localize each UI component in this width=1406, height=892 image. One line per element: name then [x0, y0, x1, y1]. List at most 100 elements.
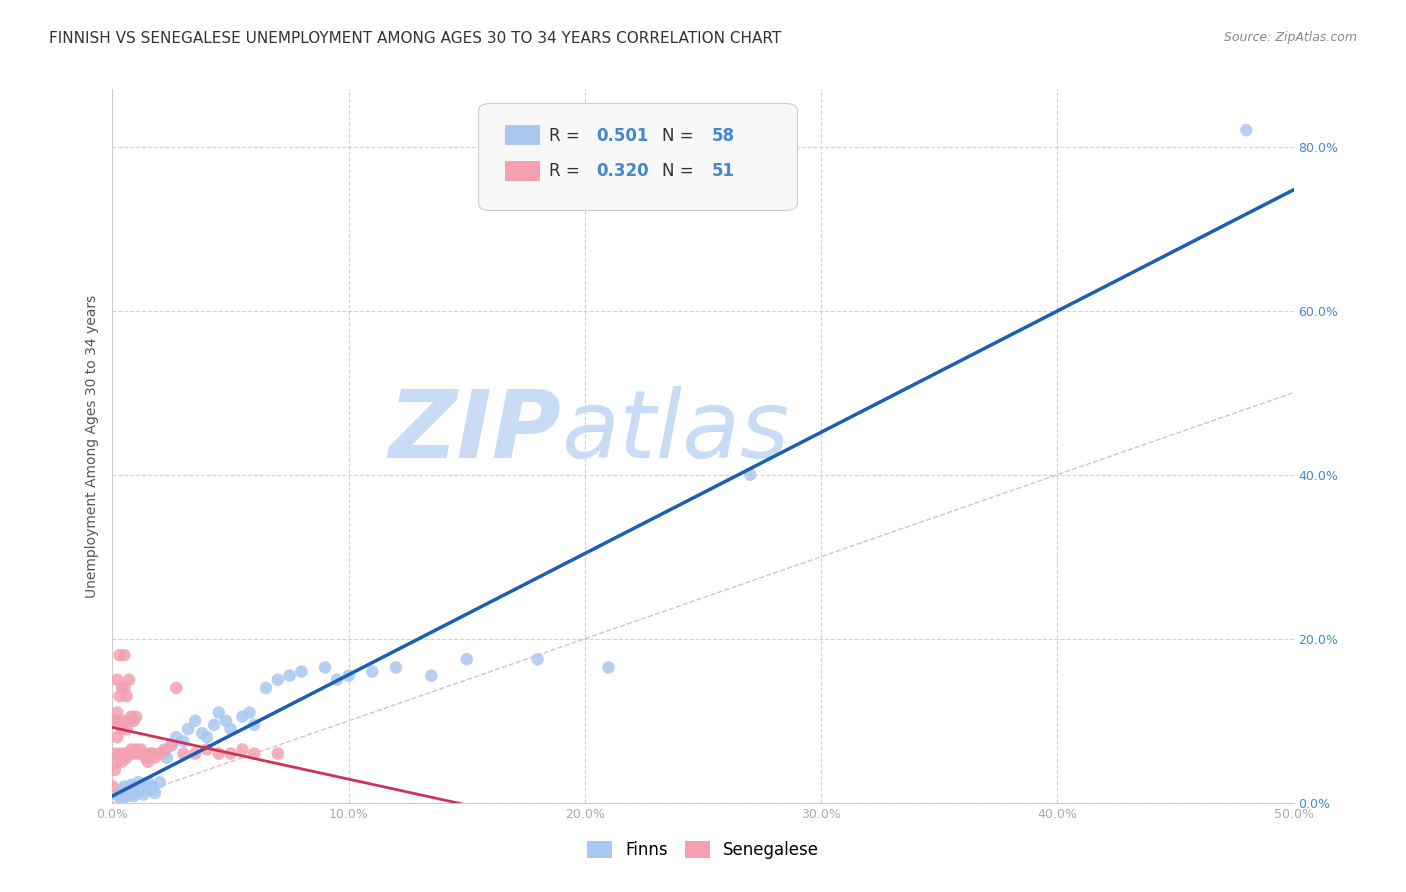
- Point: [132, 788, 155, 802]
- Point: [314, 660, 336, 674]
- Point: [122, 714, 145, 728]
- Point: [160, 739, 183, 753]
- Text: atlas: atlas: [561, 386, 790, 477]
- Point: [165, 681, 187, 695]
- Text: ZIP: ZIP: [388, 385, 561, 478]
- Point: [111, 755, 134, 769]
- Point: [118, 786, 141, 800]
- Point: [139, 747, 162, 761]
- Point: [149, 775, 172, 789]
- Point: [125, 780, 148, 794]
- Point: [598, 660, 620, 674]
- Text: R =: R =: [550, 162, 585, 180]
- Point: [135, 780, 157, 795]
- Point: [361, 665, 384, 679]
- Point: [111, 783, 134, 797]
- Point: [111, 722, 134, 736]
- Point: [118, 714, 141, 728]
- Point: [740, 467, 762, 482]
- Point: [267, 673, 290, 687]
- Point: [172, 747, 194, 761]
- Point: [108, 789, 131, 804]
- Point: [156, 750, 179, 764]
- Point: [191, 726, 214, 740]
- Point: [118, 673, 141, 687]
- Point: [112, 780, 135, 794]
- Point: [127, 747, 149, 761]
- Point: [105, 673, 128, 687]
- Point: [122, 747, 145, 761]
- Point: [326, 673, 349, 687]
- Point: [105, 730, 128, 744]
- Point: [112, 648, 135, 662]
- Point: [111, 681, 134, 695]
- Point: [125, 742, 148, 756]
- Point: [112, 747, 135, 761]
- Point: [231, 709, 253, 723]
- Point: [129, 742, 152, 756]
- Point: [112, 681, 135, 695]
- Text: 58: 58: [711, 127, 734, 145]
- Point: [143, 786, 166, 800]
- Point: [172, 734, 194, 748]
- Point: [101, 780, 124, 794]
- Text: 51: 51: [711, 162, 734, 180]
- Point: [118, 747, 141, 761]
- Point: [278, 668, 301, 682]
- Point: [290, 665, 312, 679]
- Point: [105, 788, 128, 802]
- Point: [105, 706, 128, 720]
- Point: [132, 778, 155, 792]
- Point: [142, 780, 165, 794]
- Point: [420, 668, 443, 682]
- Point: [108, 714, 131, 728]
- Point: [149, 747, 172, 761]
- Point: [108, 648, 131, 662]
- Point: [105, 755, 128, 769]
- Point: [337, 668, 360, 682]
- Point: [219, 747, 242, 761]
- Text: Source: ZipAtlas.com: Source: ZipAtlas.com: [1223, 31, 1357, 45]
- Point: [177, 722, 200, 736]
- Point: [118, 780, 141, 795]
- Point: [243, 718, 266, 732]
- Point: [111, 791, 134, 805]
- Point: [254, 681, 277, 695]
- Point: [238, 706, 260, 720]
- Point: [115, 689, 138, 703]
- Point: [1234, 123, 1257, 137]
- Point: [456, 652, 478, 666]
- Point: [120, 709, 142, 723]
- Point: [208, 706, 231, 720]
- Point: [125, 786, 148, 800]
- Point: [112, 788, 135, 802]
- Point: [122, 789, 145, 804]
- Point: [184, 714, 207, 728]
- Y-axis label: Unemployment Among Ages 30 to 34 years: Unemployment Among Ages 30 to 34 years: [86, 294, 100, 598]
- Point: [115, 722, 138, 736]
- Point: [139, 783, 162, 797]
- Point: [125, 709, 148, 723]
- FancyBboxPatch shape: [505, 125, 540, 145]
- Point: [108, 689, 131, 703]
- Point: [104, 714, 127, 728]
- Point: [202, 718, 225, 732]
- Legend: Finns, Senegalese: Finns, Senegalese: [581, 834, 825, 866]
- Point: [136, 755, 159, 769]
- Point: [143, 750, 166, 764]
- Point: [136, 775, 159, 789]
- Point: [115, 750, 138, 764]
- Text: N =: N =: [662, 162, 699, 180]
- Point: [208, 747, 231, 761]
- Point: [195, 730, 218, 744]
- Point: [122, 783, 145, 797]
- Point: [104, 763, 127, 777]
- Point: [115, 783, 138, 797]
- Text: R =: R =: [550, 127, 585, 145]
- Point: [219, 722, 242, 736]
- FancyBboxPatch shape: [478, 103, 797, 211]
- Point: [135, 750, 157, 764]
- Point: [127, 780, 149, 795]
- Point: [165, 730, 187, 744]
- Point: [215, 714, 238, 728]
